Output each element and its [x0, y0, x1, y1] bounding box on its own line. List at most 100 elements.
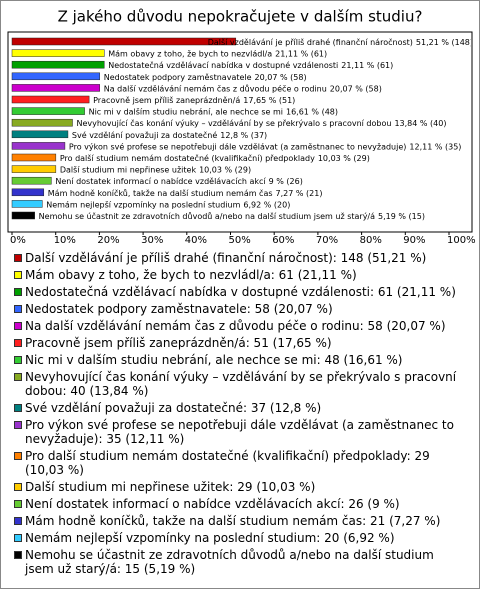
legend-label: Nemohu se účastnit ze zdravotních důvodů…: [25, 548, 434, 576]
value-label: 7,27 % (21): [276, 188, 323, 197]
legend-label: Další vzdělávání je příliš drahé (finanč…: [25, 251, 427, 265]
legend-label: Nedostatečná vzdělávací nabídka v dostup…: [25, 285, 456, 299]
legend-item: Nic mi v dalším studiu nebrání, ale nech…: [14, 353, 464, 367]
bar-category: Nedostatečná vzdělávací nabídka v dostup…: [108, 60, 338, 70]
bar-category: Své vzdělání považuji za dostatečné: [72, 129, 217, 139]
value-label: 51,21 % (148): [416, 38, 473, 47]
bar-label: Další studium mi nepřinese užitek 10,03 %…: [60, 164, 251, 174]
x-tick-label: 30%: [141, 235, 163, 246]
legend-item: Další vzdělávání je příliš drahé (finanč…: [14, 251, 464, 265]
legend-marker: [14, 356, 22, 364]
legend-label: Další studium mi nepřinese užitek: 29 (1…: [25, 480, 316, 494]
x-tick-label: 0%: [10, 235, 26, 246]
legend-item: Své vzdělání považuji za dostatečné: 37 …: [14, 401, 464, 415]
bar-category: Mám hodně koníčků, takže na další studiu…: [48, 187, 273, 197]
legend-item: Nedostatečná vzdělávací nabídka v dostup…: [14, 285, 464, 299]
plot-frame: [7, 31, 473, 233]
bar-label: Nic mi v dalším studiu nebrání, ale nech…: [89, 106, 338, 116]
legend-label: Nemám nejlepší vzpomínky na poslední stu…: [25, 531, 395, 545]
chart: Z jakého důvodu nepokračujete v dalším s…: [7, 8, 476, 246]
x-tick-label: 100%: [447, 235, 476, 246]
x-tick-label: 10%: [54, 235, 76, 246]
legend-marker: [14, 534, 22, 542]
bar-label: Není dostatek informací o nabídce vzdělá…: [55, 177, 303, 186]
bar-label: Mám hodně koníčků, takže na další studiu…: [48, 187, 323, 197]
legend: Další vzdělávání je příliš drahé (finanč…: [14, 251, 464, 579]
value-label: 12,11 % (35): [409, 142, 461, 151]
value-label: 21,11 % (61): [341, 61, 393, 70]
bar: [11, 72, 100, 81]
legend-item: Není dostatek informací o nabídce vzdělá…: [14, 497, 464, 511]
bar: [11, 118, 73, 127]
legend-label: Není dostatek informací o nabídce vzdělá…: [25, 497, 400, 511]
value-label: 6,92 % (20): [243, 200, 290, 209]
bar-label: Nevyhovující čas konání výuky – vzdělává…: [76, 118, 446, 128]
bar: [11, 49, 105, 57]
legend-label: Pro výkon své profese se nepotřebuji dál…: [25, 418, 454, 446]
bar: [11, 37, 237, 46]
legend-label: Pro další studium nemám dostatečné (kval…: [25, 449, 430, 477]
legend-marker: [14, 339, 22, 347]
legend-marker: [14, 404, 22, 412]
bar-category: Nevyhovující čas konání výuky – vzdělává…: [76, 118, 391, 128]
bar-label: Nemám nejlepší vzpomínky na poslední stu…: [46, 199, 290, 209]
bar: [11, 176, 52, 185]
legend-item: Pro další studium nemám dostatečné (kval…: [14, 449, 464, 477]
bar: [11, 130, 69, 139]
bar: [11, 84, 100, 92]
x-tick-label: 80%: [360, 235, 382, 246]
value-label: 20,07 % (58): [255, 72, 307, 81]
legend-label: Mám obavy z toho, že bych to nezvládl/a:…: [25, 268, 357, 282]
value-label: 13,84 % (40): [394, 119, 446, 128]
legend-label: Nevyhovující čas konání výuky – vzdělává…: [25, 370, 457, 398]
x-tick-label: 20%: [97, 235, 119, 246]
bar: [11, 95, 90, 104]
legend-item: Mám hodně koníčků, takže na další studiu…: [14, 514, 464, 528]
bars: Další vzdělávání je příliš drahé (finanč…: [11, 37, 473, 221]
bar-category: Další studium mi nepřinese užitek: [60, 164, 197, 174]
bar-category: Nedostatek podpory zaměstnavatele: [104, 72, 252, 81]
legend-marker: [14, 452, 22, 460]
legend-marker: [14, 254, 22, 262]
value-label: 10,03 % (29): [318, 154, 370, 163]
legend-item: Další studium mi nepřinese užitek: 29 (1…: [14, 480, 464, 494]
bar: [11, 165, 57, 173]
value-label: 20,07 % (58): [330, 84, 382, 93]
legend-marker: [14, 500, 22, 508]
x-tick-label: 60%: [272, 235, 294, 246]
x-tick-label: 40%: [185, 235, 207, 246]
legend-item: Nemohu se účastnit ze zdravotních důvodů…: [14, 548, 464, 576]
legend-marker: [14, 305, 22, 313]
bar-label: Nedostatečná vzdělávací nabídka v dostup…: [108, 60, 393, 70]
legend-marker: [14, 288, 22, 296]
bar-label: Své vzdělání považuji za dostatečné 12,8 …: [72, 129, 267, 139]
legend-marker: [14, 483, 22, 491]
bar: [11, 142, 66, 150]
bar-category: Pro výkon své profese se nepotřebuji dál…: [69, 141, 406, 151]
legend-marker: [14, 373, 22, 381]
bar-label: Pracovně jsem příliš zaneprázdněn/á 17,65…: [93, 95, 295, 105]
bar: [11, 153, 57, 162]
bar: [11, 200, 43, 208]
value-label: 21,11 % (61): [275, 49, 327, 58]
legend-item: Nemám nejlepší vzpomínky na poslední stu…: [14, 531, 464, 545]
value-label: 5,19 % (15): [378, 212, 425, 221]
legend-marker: [14, 271, 22, 279]
value-label: 10,03 % (29): [199, 165, 251, 174]
x-tick-label: 90%: [403, 235, 425, 246]
legend-marker: [14, 421, 22, 429]
bar: [11, 188, 45, 197]
bar-label: Nedostatek podpory zaměstnavatele 20,07 %…: [104, 72, 307, 81]
bar-label: Pro výkon své profese se nepotřebuji dál…: [69, 141, 462, 151]
bar-label: Mám obavy z toho, že bych to nezvládl/a 2…: [108, 49, 327, 58]
bar-category: Není dostatek informací o nabídce vzdělá…: [55, 177, 266, 186]
legend-item: Mám obavy z toho, že bych to nezvládl/a:…: [14, 268, 464, 282]
bar-category: Pracovně jsem příliš zaneprázdněn/á: [93, 95, 240, 105]
x-tick-label: 70%: [316, 235, 338, 246]
bar-category: Nemám nejlepší vzpomínky na poslední stu…: [46, 199, 240, 209]
legend-label: Své vzdělání považuji za dostatečné: 37 …: [25, 401, 322, 415]
legend-item: Na další vzdělávání nemám čas z důvodu p…: [14, 319, 464, 333]
legend-item: Nevyhovující čas konání výuky – vzdělává…: [14, 370, 464, 398]
value-label: 16,61 % (48): [286, 107, 338, 116]
legend-item: Nedostatek podpory zaměstnavatele: 58 (2…: [14, 302, 464, 316]
